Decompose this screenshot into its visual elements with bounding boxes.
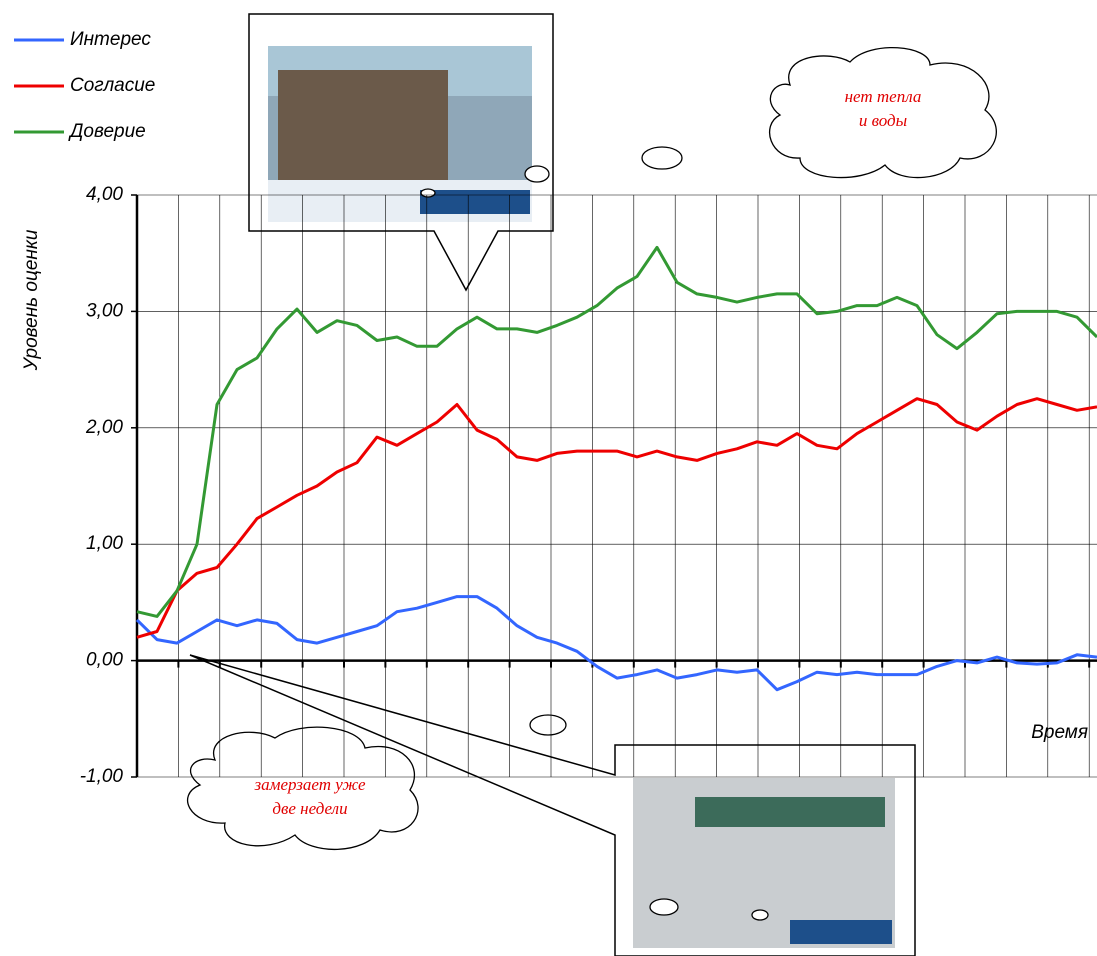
series-line (136, 245, 1097, 618)
y-tick-label: 2,00 (85, 417, 123, 438)
y-tick-label: 1,00 (86, 533, 123, 554)
legend-label: Доверие (68, 121, 146, 142)
thought-bubble (187, 46, 997, 921)
series-line (136, 397, 1097, 639)
y-tick-label: -1,00 (80, 766, 124, 787)
annotation: замерзает уже (253, 775, 365, 794)
annotation: две недели (272, 799, 347, 818)
legend-label: Согласие (70, 75, 155, 96)
y-tick-label: 0,00 (86, 650, 123, 671)
x-axis-label: Время (1031, 722, 1088, 743)
y-tick-label: 4,00 (86, 184, 123, 205)
series-line (135, 595, 1097, 692)
y-axis-label: Уровень оценки (21, 229, 42, 371)
photo-callout (248, 13, 554, 292)
y-tick-label: 3,00 (86, 300, 123, 321)
legend-label: Интерес (70, 29, 151, 50)
annotation: нет тепла (845, 87, 922, 106)
annotation: и воды (859, 111, 907, 130)
